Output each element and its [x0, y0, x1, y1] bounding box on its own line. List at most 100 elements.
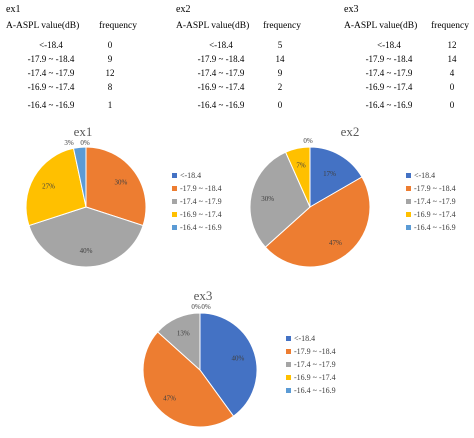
table-ex2: ex2 A-ASPL value(dB) frequency <-18.4 5 -… [176, 4, 326, 114]
table-row: -17.4 ~ -17.9 12 [6, 68, 156, 79]
data-label: 13% [177, 330, 190, 338]
range-cell: -16.9 ~ -17.4 [197, 82, 245, 92]
legend-label: -16.4 ~ -16.9 [414, 223, 456, 232]
legend-label: -16.4 ~ -16.9 [180, 223, 222, 232]
header-range: A-ASPL value(dB) [344, 21, 418, 31]
pie-slice [309, 146, 363, 208]
table-row: <-18.4 0 [6, 40, 156, 51]
legend-swatch [286, 336, 291, 341]
data-label: 17% [323, 170, 336, 178]
legend-swatch [286, 388, 291, 393]
pie-slice [249, 151, 311, 248]
legend-label: -16.4 ~ -16.9 [294, 386, 336, 395]
frequency-cell: 0 [449, 100, 455, 110]
table-row: -17.9 ~ -18.4 14 [176, 54, 326, 65]
frequency-cell: 4 [449, 68, 455, 78]
table-row: -17.4 ~ -17.9 9 [176, 68, 326, 79]
pie-slice [25, 147, 87, 227]
legend-label: -16.9 ~ -17.4 [414, 210, 456, 219]
legend-swatch [172, 225, 177, 230]
legend-swatch [172, 173, 177, 178]
range-cell: -16.4 ~ -16.9 [27, 100, 75, 110]
legend-label: <-18.4 [414, 171, 435, 180]
pie-slice [142, 331, 235, 428]
table-row: <-18.4 12 [344, 40, 474, 51]
legend-swatch [286, 349, 291, 354]
range-cell: <-18.4 [39, 40, 63, 50]
legend-swatch [172, 199, 177, 204]
range-cell: -17.4 ~ -17.9 [197, 68, 245, 78]
legend-swatch [286, 362, 291, 367]
pie-slice [85, 146, 147, 227]
legend-label: -16.9 ~ -17.4 [180, 210, 222, 219]
data-label: 47% [163, 395, 176, 403]
legend-swatch [406, 212, 411, 217]
data-label: 30% [114, 179, 127, 187]
data-label: 30% [261, 195, 274, 203]
table-title: ex2 [176, 4, 191, 15]
pie-slice [199, 312, 258, 417]
legend-label: -17.4 ~ -17.9 [180, 197, 222, 206]
range-cell: -17.9 ~ -18.4 [27, 54, 75, 64]
data-label: 0% [201, 303, 211, 311]
table-ex3: ex3 A-ASPL value(dB) frequency <-18.4 12 … [344, 4, 472, 114]
pie-slice [284, 146, 311, 208]
legend-label: -17.9 ~ -18.4 [414, 184, 456, 193]
chart-title: ex3 [194, 288, 213, 303]
header-range: A-ASPL value(dB) [6, 21, 80, 31]
table-row: -16.9 ~ -17.4 8 [6, 82, 156, 93]
legend-swatch [406, 186, 411, 191]
data-label: 7% [296, 162, 306, 170]
table-row: -17.4 ~ -17.9 4 [344, 68, 474, 79]
data-label: 0% [303, 137, 313, 145]
frequency-cell: 1 [107, 100, 113, 110]
frequency-cell: 8 [107, 82, 113, 92]
data-label: 0% [191, 303, 201, 311]
range-cell: -16.4 ~ -16.9 [197, 100, 245, 110]
legend-label: -17.9 ~ -18.4 [294, 347, 336, 356]
header-frequency: frequency [99, 21, 137, 31]
legend-label: <-18.4 [180, 171, 201, 180]
frequency-cell: 9 [277, 68, 283, 78]
table-row: -16.4 ~ -16.9 0 [344, 100, 474, 111]
legend-label: -17.9 ~ -18.4 [180, 184, 222, 193]
legend-label: -16.9 ~ -17.4 [294, 373, 336, 382]
data-label: 3% [64, 139, 74, 147]
pie-slice [28, 206, 144, 268]
table-title: ex1 [6, 4, 21, 15]
header-frequency: frequency [431, 21, 469, 31]
legend-swatch [286, 375, 291, 380]
range-cell: -17.4 ~ -17.9 [365, 68, 413, 78]
legend-swatch [406, 225, 411, 230]
table-row: -17.9 ~ -18.4 9 [6, 54, 156, 65]
table-row: <-18.4 5 [176, 40, 326, 51]
frequency-cell: 5 [277, 40, 283, 50]
range-cell: -17.4 ~ -17.9 [27, 68, 75, 78]
legend-swatch [172, 212, 177, 217]
data-label: 47% [329, 239, 342, 247]
legend-label: -17.4 ~ -17.9 [414, 197, 456, 206]
table-row: -16.4 ~ -16.9 1 [6, 100, 156, 111]
frequency-cell: 2 [277, 82, 283, 92]
frequency-cell: 12 [105, 68, 115, 78]
data-label: 40% [80, 247, 93, 255]
frequency-cell: 9 [107, 54, 113, 64]
data-label: 40% [231, 355, 244, 363]
data-label: 0% [80, 139, 90, 147]
pie-slice [156, 312, 201, 372]
table-row: -16.4 ~ -16.9 0 [176, 100, 326, 111]
frequency-cell: 0 [449, 82, 455, 92]
table-row: -16.9 ~ -17.4 2 [176, 82, 326, 93]
range-cell: -17.9 ~ -18.4 [197, 54, 245, 64]
table-row: -17.9 ~ -18.4 14 [344, 54, 474, 65]
legend-swatch [406, 173, 411, 178]
frequency-cell: 0 [107, 40, 113, 50]
range-cell: <-18.4 [377, 40, 401, 50]
header-range: A-ASPL value(dB) [176, 21, 250, 31]
chart-title: ex2 [341, 124, 360, 139]
range-cell: <-18.4 [209, 40, 233, 50]
header-frequency: frequency [263, 21, 301, 31]
table-ex1: ex1 A-ASPL value(dB) frequency <-18.4 0 -… [6, 4, 161, 114]
frequency-cell: 12 [447, 40, 457, 50]
